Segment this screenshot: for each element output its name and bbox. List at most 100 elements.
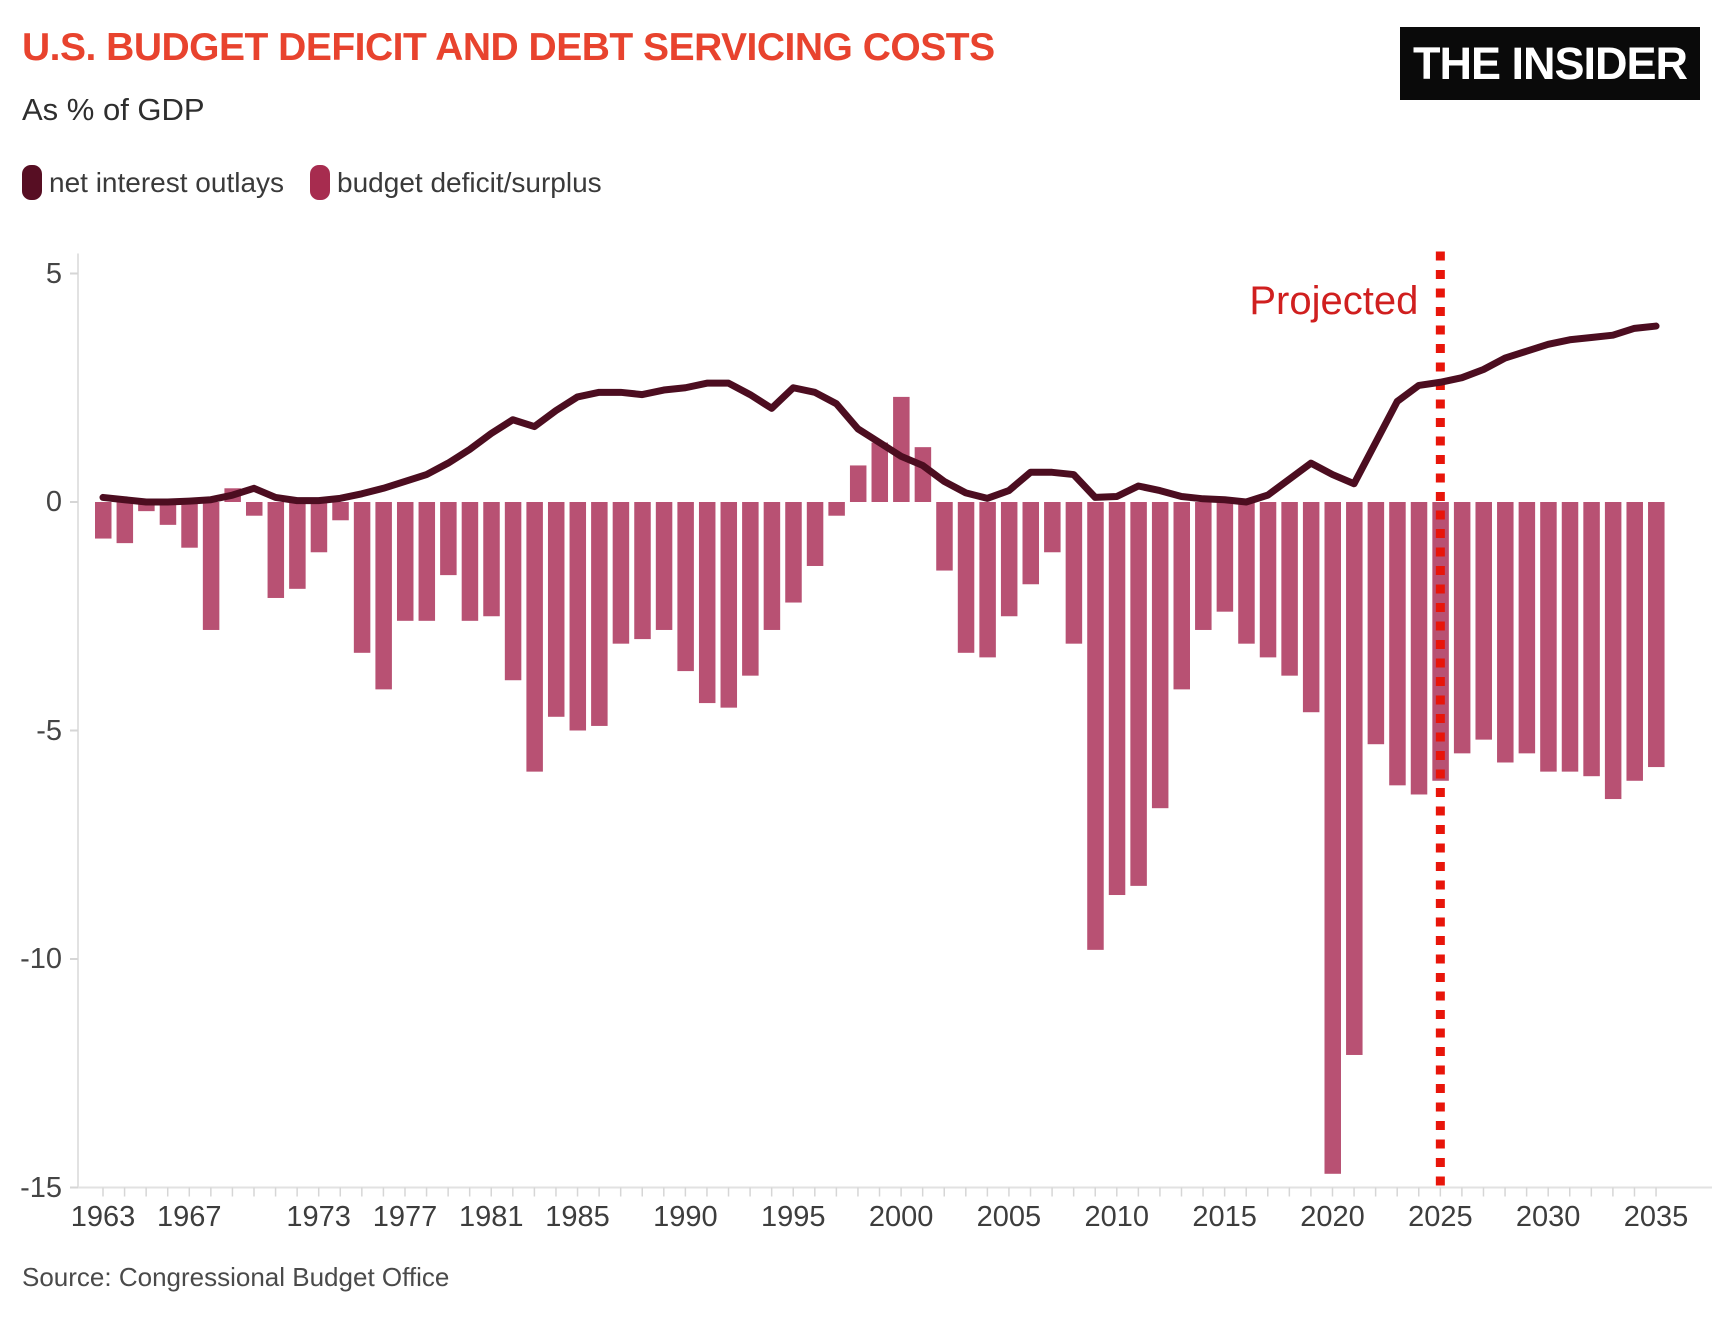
deficit-bar-1971: [267, 502, 285, 598]
x-axis-label-1985: 1985: [545, 1200, 610, 1233]
deficit-bar-1979: [440, 502, 457, 576]
deficit-bar-2012: [1151, 502, 1169, 809]
legend-item-deficit: budget deficit/surplus: [310, 165, 602, 200]
deficit-bar-1998: [849, 465, 867, 502]
y-axis-label-5: 5: [45, 257, 62, 290]
net-interest-line: [99, 322, 1660, 506]
brand-logo-text: THE INSIDER: [1412, 37, 1688, 89]
deficit-bar-2000: [893, 396, 910, 502]
budget-chart: 5 0 -5 -10 -15 1963 1967 1973 1977 1981 1985 1990 19…: [0, 230, 1732, 1240]
x-axis-label-1967: 1967: [157, 1200, 222, 1233]
deficit-bar-1984: [547, 502, 565, 717]
deficit-bar-2010: [1108, 502, 1126, 896]
legend-label-deficit: budget deficit/surplus: [337, 166, 602, 198]
deficit-bar-2030: [1540, 502, 1557, 772]
deficit-swatch-icon: [310, 165, 331, 200]
deficit-bar-1989: [655, 502, 673, 630]
deficit-bar-1974: [332, 502, 349, 521]
source-note: Source: Congressional Budget Office: [22, 1262, 450, 1292]
deficit-bar-1978: [418, 502, 436, 621]
deficit-bar-1995: [785, 502, 802, 603]
deficit-bar-2028: [1497, 502, 1514, 763]
deficit-bar-1992: [720, 502, 738, 708]
deficit-bar-2023: [1389, 502, 1406, 786]
legend-item-net-interest: net interest outlays: [22, 165, 284, 200]
deficit-bar-1982: [504, 502, 522, 681]
deficit-bar-2019: [1302, 502, 1320, 713]
x-axis-label-2005: 2005: [976, 1200, 1042, 1233]
x-axis-label-1990: 1990: [653, 1200, 718, 1233]
deficit-bar-2033: [1604, 502, 1622, 800]
x-axis-label-2025: 2025: [1408, 1200, 1473, 1233]
net-interest-swatch-icon: [22, 165, 42, 200]
deficit-bar-1999: [871, 442, 889, 502]
deficit-bar-2032: [1583, 502, 1600, 777]
deficit-bar-2007: [1044, 502, 1061, 553]
chart-canvas: [70, 251, 1712, 1197]
deficit-bar-2017: [1259, 502, 1277, 658]
deficit-bar-2001: [914, 447, 932, 502]
deficit-bar-1996: [806, 502, 824, 566]
x-axis-label-2010: 2010: [1084, 1200, 1150, 1233]
deficit-bar-1993: [742, 502, 759, 676]
deficit-bar-1965: [138, 502, 155, 512]
x-axis-label-2000: 2000: [868, 1200, 934, 1233]
deficit-bar-1986: [591, 502, 608, 726]
deficit-bar-1991: [698, 502, 716, 704]
deficit-bar-2006: [1022, 502, 1040, 585]
deficit-bar-2016: [1238, 502, 1255, 644]
deficit-bar-1990: [677, 502, 694, 672]
deficit-bar-2031: [1561, 502, 1579, 772]
deficit-bar-1963: [95, 502, 112, 539]
deficit-bar-1976: [375, 502, 392, 690]
deficit-bar-1967: [181, 502, 198, 548]
deficit-bar-2027: [1475, 502, 1492, 740]
y-axis-label--10: -10: [20, 943, 62, 975]
deficit-bar-2029: [1518, 502, 1536, 754]
deficit-bar-2022: [1367, 502, 1385, 745]
deficit-bar-2021: [1346, 502, 1363, 1055]
deficit-bar-1968: [202, 502, 220, 630]
deficit-bar-1972: [289, 502, 306, 589]
deficit-bar-2015: [1216, 502, 1234, 612]
deficit-bar-1966: [159, 502, 177, 525]
deficit-bar-1985: [569, 502, 587, 731]
deficit-bar-1973: [310, 502, 328, 553]
x-axis-label-2030: 2030: [1515, 1200, 1581, 1233]
x-axis-label-1973: 1973: [286, 1200, 351, 1233]
deficit-bar-1997: [828, 502, 845, 516]
deficit-bar-2003: [957, 502, 975, 653]
deficit-bar-2014: [1195, 502, 1212, 630]
deficit-bar-1988: [634, 502, 651, 640]
x-axis-label-1963: 1963: [70, 1200, 136, 1233]
x-axis-label-2015: 2015: [1192, 1200, 1257, 1233]
deficit-bar-1983: [526, 502, 543, 772]
projected-label: Projected: [1249, 279, 1419, 323]
x-axis-label-2035: 2035: [1623, 1200, 1689, 1233]
chart-legend: net interest outlays budget deficit/surp…: [22, 165, 602, 200]
y-axis-label--5: -5: [36, 714, 62, 747]
deficit-bar-2035: [1648, 502, 1665, 768]
deficit-bar-2002: [936, 502, 953, 571]
deficit-bar-2005: [1000, 502, 1018, 617]
deficit-bar-2004: [979, 502, 996, 658]
deficit-bar-2018: [1281, 502, 1298, 676]
deficit-bar-2009: [1087, 502, 1104, 950]
deficit-bar-2013: [1173, 502, 1190, 690]
deficit-bar-2020: [1324, 502, 1341, 1174]
deficit-bar-1994: [763, 502, 781, 630]
chart-subtitle: As % of GDP: [22, 92, 205, 127]
legend-label-net-interest: net interest outlays: [49, 166, 285, 198]
deficit-bar-1975: [353, 502, 371, 653]
deficit-bar-1980: [461, 502, 479, 621]
brand-logo: THE INSIDER: [1400, 27, 1700, 100]
deficit-bar-1964: [116, 502, 134, 544]
x-axis-label-1995: 1995: [760, 1200, 826, 1233]
deficit-bar-2024: [1410, 502, 1428, 795]
y-axis-label--15: -15: [20, 1171, 62, 1204]
deficit-bar-2034: [1626, 502, 1643, 781]
deficit-bar-2008: [1065, 502, 1083, 644]
x-axis-label-1981: 1981: [458, 1200, 524, 1233]
deficit-bar-2026: [1453, 502, 1471, 754]
x-axis-label-1977: 1977: [372, 1200, 438, 1233]
